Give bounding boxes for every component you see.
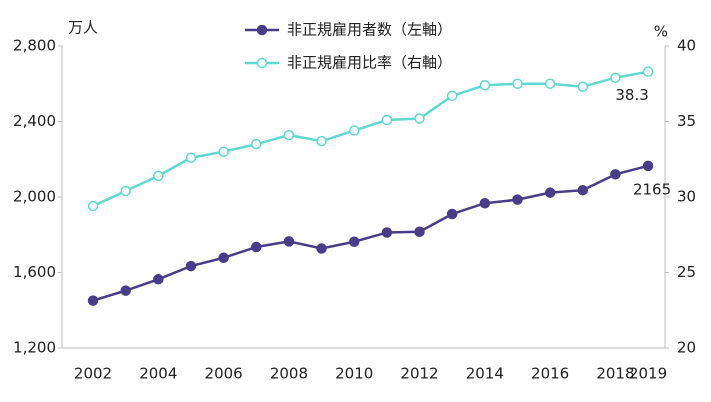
data-point xyxy=(283,236,295,247)
data-point xyxy=(381,114,393,126)
data-point xyxy=(348,236,360,247)
x-tick-label: 2014 xyxy=(466,365,504,383)
data-point xyxy=(120,185,131,197)
data-point xyxy=(479,197,491,209)
data-point xyxy=(251,138,262,150)
y2-tick-label: 40 xyxy=(677,37,696,55)
y-tick-label: 2,400 xyxy=(13,112,56,130)
data-point xyxy=(218,146,229,157)
data-point xyxy=(381,227,393,238)
x-tick-label: 2004 xyxy=(139,365,177,383)
x-tick-label: 2010 xyxy=(335,365,373,383)
data-point xyxy=(348,125,360,136)
series-line xyxy=(92,70,649,208)
data-label: 2165 xyxy=(633,180,671,198)
data-point xyxy=(479,80,491,91)
series-line xyxy=(92,164,649,302)
y-tick-label: 1,600 xyxy=(13,263,56,281)
data-point xyxy=(414,226,425,237)
data-point xyxy=(610,72,621,83)
data-point xyxy=(544,187,556,198)
data-point xyxy=(577,184,589,196)
x-tick-label: 2018 xyxy=(596,365,634,383)
x-tick-label: 2002 xyxy=(74,365,112,383)
data-point xyxy=(153,170,164,182)
data-point xyxy=(87,200,99,212)
y-axis-label: 万人 xyxy=(68,19,98,37)
data-point xyxy=(87,295,99,306)
x-tick-label: 2008 xyxy=(270,365,308,383)
y-tick-label: 1,200 xyxy=(13,339,56,357)
data-point xyxy=(185,152,197,163)
legend-marker xyxy=(256,24,268,36)
y2-tick-label: 25 xyxy=(677,263,696,281)
data-point xyxy=(577,81,589,93)
y2-tick-label: 35 xyxy=(677,112,696,130)
data-point xyxy=(610,169,621,180)
legend-marker xyxy=(256,57,268,69)
data-point xyxy=(283,129,295,141)
x-tick-label: 2019 xyxy=(629,365,667,383)
data-point xyxy=(218,252,229,264)
x-tick-label: 2016 xyxy=(531,365,569,383)
data-point xyxy=(316,135,327,147)
data-point xyxy=(446,90,458,102)
legend-label: 非正規雇用比率（右軸） xyxy=(287,54,452,72)
data-point xyxy=(316,243,327,254)
data-point xyxy=(512,78,523,89)
data-point xyxy=(642,160,654,172)
x-tick-label: 2006 xyxy=(205,365,243,383)
data-point xyxy=(120,285,131,296)
legend-label: 非正規雇用者数（左軸） xyxy=(287,21,452,39)
data-label: 38.3 xyxy=(615,86,648,104)
data-point xyxy=(642,66,654,77)
data-point xyxy=(251,241,262,253)
data-point xyxy=(185,260,197,272)
y2-tick-label: 20 xyxy=(677,339,696,357)
data-point xyxy=(414,113,425,124)
data-point xyxy=(446,208,458,220)
x-tick-label: 2012 xyxy=(400,365,438,383)
data-point xyxy=(153,274,164,285)
y2-tick-label: 30 xyxy=(677,188,696,206)
y-tick-label: 2,800 xyxy=(13,37,56,55)
data-point xyxy=(512,194,523,205)
data-point xyxy=(544,78,556,89)
y-tick-label: 2,000 xyxy=(13,188,56,206)
y2-axis-label: % xyxy=(654,23,668,41)
